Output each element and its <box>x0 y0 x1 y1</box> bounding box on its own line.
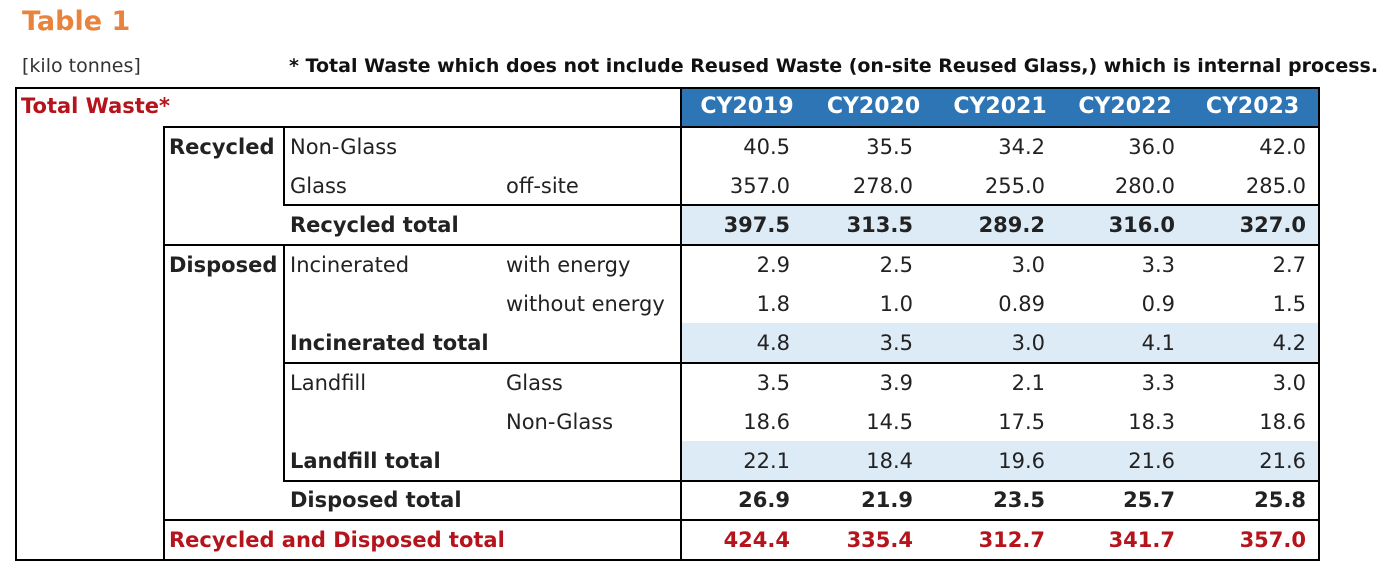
grand-total-cell: 335.4 <box>846 528 913 552</box>
border-grand-total-top <box>163 519 1320 521</box>
total-cell: 313.5 <box>846 213 913 237</box>
border-right <box>1318 87 1320 561</box>
value-cell: 278.0 <box>852 174 913 198</box>
value-cell: 3.3 <box>1141 253 1175 277</box>
subtotal-cell: 22.1 <box>743 449 790 473</box>
subtotal-cell: 4.2 <box>1272 331 1306 355</box>
landfill-glass-label: Glass <box>506 371 563 395</box>
value-cell: 2.9 <box>756 253 790 277</box>
value-cell: 40.5 <box>743 135 790 159</box>
border-left <box>15 87 17 561</box>
subtotal-cell: 21.6 <box>1259 449 1306 473</box>
value-cell: 35.5 <box>866 135 913 159</box>
subtotal-cell: 3.5 <box>879 331 913 355</box>
value-cell: 18.6 <box>743 410 790 434</box>
value-cell: 2.5 <box>879 253 913 277</box>
recycled-total-shade <box>682 205 1320 244</box>
incinerated-total-shade <box>682 323 1320 362</box>
value-cell: 3.0 <box>1272 371 1306 395</box>
border-recycled-label <box>283 126 285 204</box>
border-recycled-total-top <box>283 204 1320 206</box>
total-cell: 25.8 <box>1254 488 1306 512</box>
subtotal-cell: 21.6 <box>1128 449 1175 473</box>
grand-total-label: Recycled and Disposed total <box>169 528 505 552</box>
page-title: Table 1 <box>22 6 131 37</box>
grand-total-cell: 341.7 <box>1108 528 1175 552</box>
year-header: CY2021 <box>953 94 1047 119</box>
subtotal-cell: 18.4 <box>866 449 913 473</box>
value-cell: 285.0 <box>1245 174 1306 198</box>
value-cell: 34.2 <box>998 135 1045 159</box>
value-cell: 255.0 <box>984 174 1045 198</box>
footnote: * Total Waste which does not include Reu… <box>289 55 1379 77</box>
value-cell: 2.1 <box>1011 371 1045 395</box>
subtotal-cell: 4.1 <box>1141 331 1175 355</box>
year-header: CY2023 <box>1205 94 1300 119</box>
border-header-bottom <box>163 126 1320 128</box>
border-values-left <box>680 87 682 561</box>
value-cell: 18.3 <box>1128 410 1175 434</box>
value-cell: 1.8 <box>756 292 790 316</box>
grand-total-cell: 424.4 <box>723 528 790 552</box>
subtotal-cell: 19.6 <box>998 449 1045 473</box>
grand-total-cell: 357.0 <box>1239 528 1306 552</box>
total-cell: 327.0 <box>1239 213 1306 237</box>
value-cell: 0.9 <box>1141 292 1175 316</box>
landfill-total-shade <box>682 441 1320 480</box>
value-cell: 3.9 <box>879 371 913 395</box>
year-header: CY2019 <box>700 94 794 119</box>
border-bottom <box>15 559 1320 561</box>
subtotal-cell: 3.0 <box>1011 331 1045 355</box>
subtotal-cell: 4.8 <box>756 331 790 355</box>
unit-label: [kilo tonnes] <box>22 55 141 77</box>
off-site-label: off-site <box>506 174 579 198</box>
value-cell: 1.5 <box>1272 292 1306 316</box>
recycled-label: Recycled <box>169 135 275 159</box>
total-cell: 21.9 <box>861 488 913 512</box>
non-glass-label: Non-Glass <box>290 135 398 159</box>
with-energy-label: with energy <box>506 253 631 277</box>
disposed-label: Disposed <box>169 253 278 277</box>
value-cell: 0.89 <box>998 292 1045 316</box>
total-cell: 316.0 <box>1108 213 1175 237</box>
landfill-label: Landfill <box>290 371 367 395</box>
year-header: CY2022 <box>1078 94 1172 119</box>
value-cell: 42.0 <box>1259 135 1306 159</box>
value-cell: 280.0 <box>1114 174 1175 198</box>
total-cell: 25.7 <box>1123 488 1175 512</box>
without-energy-label: without energy <box>506 292 665 316</box>
incinerated-label: Incinerated <box>290 253 410 277</box>
total-cell: 289.2 <box>978 213 1045 237</box>
value-cell: 3.0 <box>1011 253 1045 277</box>
border-landfill-top <box>283 362 1320 364</box>
value-cell: 3.5 <box>756 371 790 395</box>
incinerated-total-label: Incinerated total <box>290 331 489 355</box>
recycled-total-label: Recycled total <box>290 213 459 237</box>
year-header-background <box>682 87 1320 126</box>
value-cell: 14.5 <box>866 410 913 434</box>
disposed-total-label: Disposed total <box>290 488 462 512</box>
border-top <box>15 87 1320 89</box>
value-cell: 3.3 <box>1141 371 1175 395</box>
value-cell: 1.0 <box>879 292 913 316</box>
grand-total-cell: 312.7 <box>978 528 1045 552</box>
landfill-non-glass-label: Non-Glass <box>506 410 614 434</box>
value-cell: 2.7 <box>1272 253 1306 277</box>
landfill-total-label: Landfill total <box>290 449 441 473</box>
waste-table: Total Waste* CY2019 CY2020 CY2021 CY2022… <box>15 87 1320 561</box>
border-disposed-total-top <box>283 480 1320 482</box>
total-cell: 26.9 <box>738 488 790 512</box>
total-cell: 23.5 <box>993 488 1045 512</box>
value-cell: 17.5 <box>998 410 1045 434</box>
value-cell: 18.6 <box>1259 410 1306 434</box>
value-cell: 357.0 <box>729 174 790 198</box>
year-header: CY2020 <box>826 94 921 119</box>
total-cell: 397.5 <box>723 213 790 237</box>
border-disposed-top <box>163 244 1320 246</box>
value-cell: 36.0 <box>1128 135 1175 159</box>
total-waste-label: Total Waste* <box>21 94 171 118</box>
border-group-left <box>163 126 165 561</box>
glass-label: Glass <box>290 174 347 198</box>
